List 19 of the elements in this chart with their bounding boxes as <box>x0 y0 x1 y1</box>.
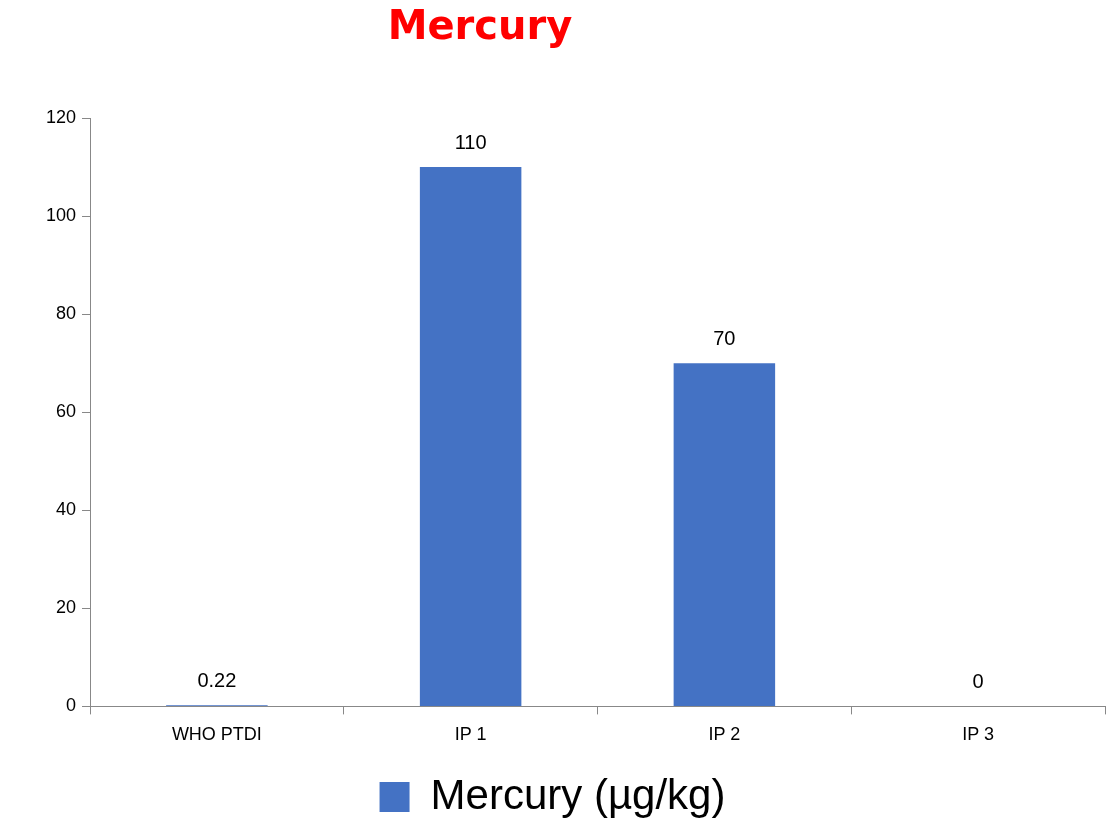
y-tick-label: 120 <box>45 106 76 127</box>
data-label: 110 <box>454 130 487 153</box>
x-tick-label: IP 2 <box>708 724 741 745</box>
bar <box>419 167 522 706</box>
legend-label: Mercury (µg/kg) <box>430 770 726 818</box>
x-tick-label: IP 1 <box>454 724 487 745</box>
bar <box>673 363 776 706</box>
x-tick-label: WHO PTDI <box>171 724 262 745</box>
y-tick-label: 100 <box>45 205 76 226</box>
y-tick-label: 0 <box>65 695 76 716</box>
y-tick-label: 20 <box>55 597 76 618</box>
y-tick-label: 60 <box>55 401 76 422</box>
y-tick-label: 40 <box>55 499 76 520</box>
data-label: 0.22 <box>197 668 237 691</box>
x-tick-label: IP 3 <box>962 724 994 745</box>
y-tick-label: 80 <box>55 303 76 324</box>
data-label: 70 <box>713 326 736 349</box>
data-label: 0 <box>972 669 984 692</box>
chart-title: Mercury <box>386 2 574 48</box>
